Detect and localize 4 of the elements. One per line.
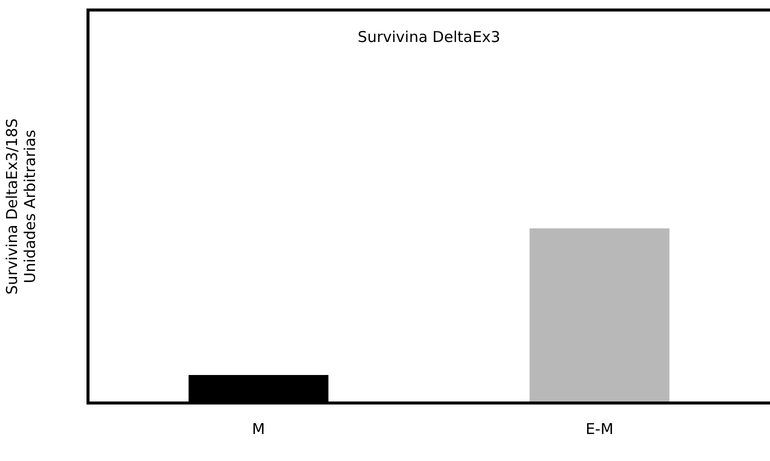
x-tick-label: E-M: [586, 420, 614, 438]
y-axis-title: Survivina DeltaEx3/18S Unidades Arbitrarias: [2, 118, 39, 295]
chart-title: Survivina DeltaEx3: [358, 28, 500, 46]
x-tick-label: M: [252, 420, 265, 438]
